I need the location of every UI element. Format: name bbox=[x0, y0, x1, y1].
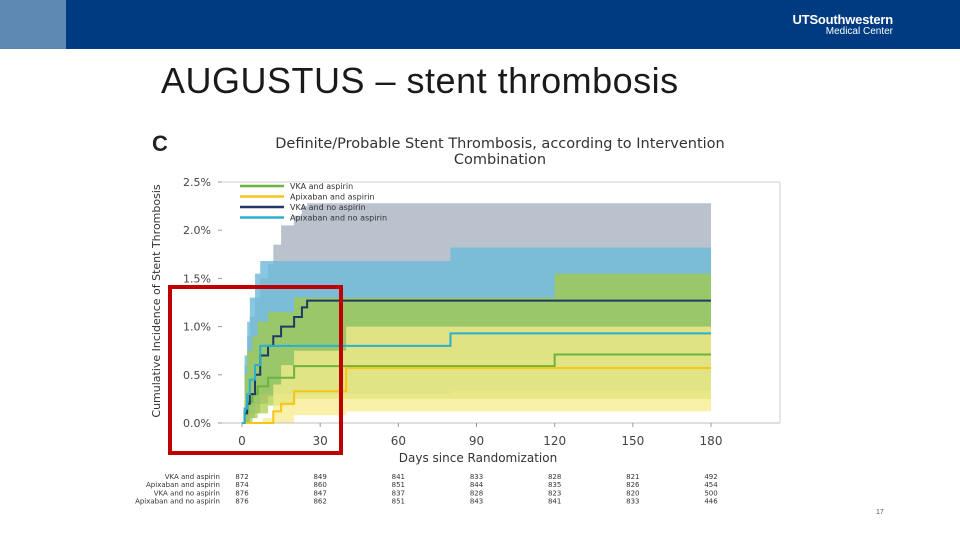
panel-letter: C bbox=[152, 131, 168, 156]
at-risk-label: Apixaban and aspirin bbox=[146, 481, 220, 489]
at-risk-value: 828 bbox=[470, 489, 483, 497]
at-risk-value: 492 bbox=[704, 473, 717, 481]
at-risk-value: 841 bbox=[548, 498, 561, 506]
header-banner: UTSouthwestern Medical Center bbox=[0, 0, 960, 49]
at-risk-value: 843 bbox=[470, 498, 483, 506]
page-number: 17 bbox=[876, 509, 884, 516]
at-risk-value: 833 bbox=[470, 473, 483, 481]
y-tick-label: 0.5% bbox=[183, 369, 211, 382]
legend-label-vka-and-aspirin: VKA and aspirin bbox=[290, 182, 353, 191]
at-risk-label: VKA and aspirin bbox=[165, 473, 220, 481]
x-axis-title: Days since Randomization bbox=[399, 451, 557, 465]
at-risk-value: 876 bbox=[235, 489, 249, 497]
x-tick-label: 60 bbox=[391, 434, 406, 448]
at-risk-value: 862 bbox=[313, 498, 326, 506]
x-tick-label: 90 bbox=[469, 434, 484, 448]
y-tick-label: 0.0% bbox=[183, 417, 211, 430]
legend-label-apixaban-and-no-aspirin: Apixaban and no aspirin bbox=[290, 214, 387, 223]
at-risk-value: 833 bbox=[626, 498, 639, 506]
at-risk-label: Apixaban and no aspirin bbox=[135, 498, 220, 506]
at-risk-table: VKA and aspirin 872 849 841 833 828 821 492 Apix… bbox=[135, 473, 718, 506]
series-line-apixaban-and-no-aspirin bbox=[242, 332, 711, 424]
chart-title: Definite/Probable Stent Thrombosis, acco… bbox=[230, 136, 770, 168]
x-tick-label: 120 bbox=[543, 434, 566, 448]
y-tick-label: 1.5% bbox=[183, 272, 211, 285]
chart-title-line-1: Definite/Probable Stent Thrombosis, acco… bbox=[275, 136, 725, 152]
at-risk-value: 823 bbox=[548, 489, 561, 497]
highlight-box bbox=[168, 285, 343, 455]
at-risk-value: 876 bbox=[235, 498, 249, 506]
x-tick-label: 150 bbox=[621, 434, 644, 448]
confidence-bands bbox=[242, 203, 711, 423]
at-risk-value: 851 bbox=[392, 481, 405, 489]
y-tick-label: 1.0% bbox=[183, 321, 211, 334]
banner-accent-block bbox=[0, 0, 66, 49]
y-tick-label: 2.0% bbox=[183, 224, 211, 237]
ci-band-apixaban-and-aspirin bbox=[242, 326, 711, 423]
at-risk-value: 826 bbox=[626, 481, 640, 489]
at-risk-value: 860 bbox=[313, 481, 326, 489]
at-risk-value: 446 bbox=[704, 498, 718, 506]
at-risk-value: 837 bbox=[392, 489, 405, 497]
chart-axes bbox=[218, 181, 781, 427]
at-risk-value: 454 bbox=[704, 481, 718, 489]
series-lines bbox=[242, 299, 711, 424]
logo-main-text: UTSouthwestern bbox=[792, 12, 894, 27]
y-axis-title: Cumulative Incidence of Stent Thrombosis bbox=[150, 184, 163, 417]
at-risk-value: 821 bbox=[626, 473, 639, 481]
x-tick-label: 180 bbox=[700, 434, 723, 448]
at-risk-value: 835 bbox=[548, 481, 561, 489]
at-risk-value: 841 bbox=[392, 473, 405, 481]
legend-label-vka-and-no-aspirin: VKA and no aspirin bbox=[290, 203, 366, 212]
at-risk-value: 500 bbox=[704, 489, 717, 497]
at-risk-value: 847 bbox=[313, 489, 326, 497]
at-risk-value: 828 bbox=[548, 473, 561, 481]
logo-sub-text: Medical Center bbox=[825, 26, 893, 37]
x-tick-label: 0 bbox=[238, 434, 246, 448]
x-tick-label: 30 bbox=[313, 434, 328, 448]
y-tick-label: 2.5% bbox=[183, 176, 211, 189]
at-risk-value: 820 bbox=[626, 489, 639, 497]
at-risk-value: 844 bbox=[470, 481, 484, 489]
axis-labels: 0.0% 0.5% 1.0% 1.5% 2.0% 2.5% 0 30 60 90 120 150 180… bbox=[150, 176, 722, 465]
ut-southwestern-logo: UTSouthwestern Medical Center bbox=[792, 12, 894, 37]
chart-title-line-2: Combination bbox=[453, 152, 547, 168]
at-risk-label: VKA and no aspirin bbox=[154, 489, 220, 497]
slide-title: AUGUSTUS – stent thrombosis bbox=[161, 60, 679, 101]
legend-label-apixaban-and-aspirin: Apixaban and aspirin bbox=[290, 193, 375, 202]
at-risk-value: 849 bbox=[313, 473, 326, 481]
at-risk-value: 851 bbox=[392, 498, 405, 506]
series-line-apixaban-and-aspirin bbox=[242, 367, 711, 424]
at-risk-value: 874 bbox=[235, 481, 249, 489]
at-risk-value: 872 bbox=[235, 473, 248, 481]
series-line-vka-and-aspirin bbox=[242, 353, 711, 424]
